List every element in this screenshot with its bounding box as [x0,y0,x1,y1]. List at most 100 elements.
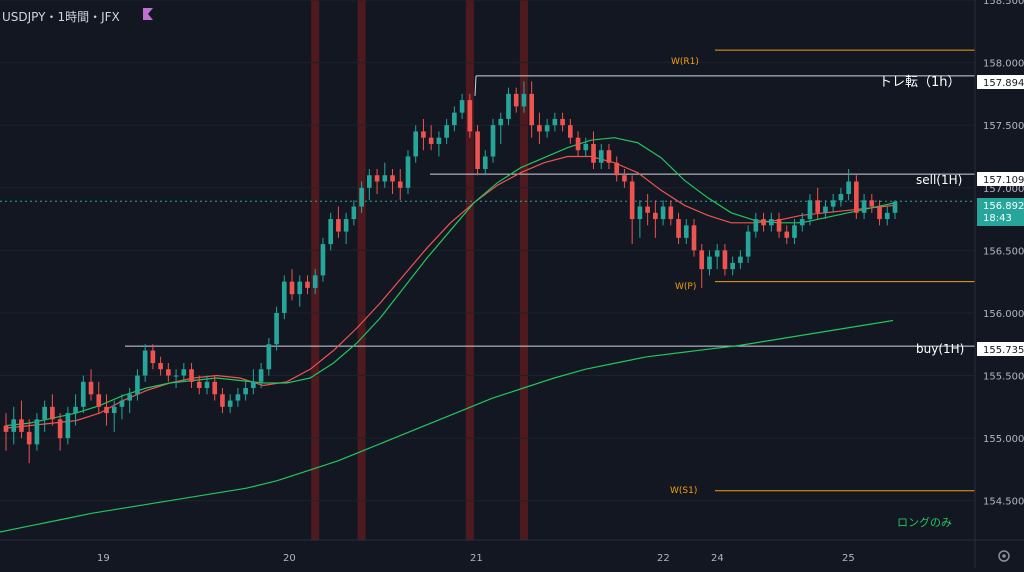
price-axis[interactable]: 158.500 158.000 157.500 157.000 156.500 156.0… [974,0,1024,568]
candle [34,413,40,451]
candle [544,118,550,138]
trend-price-tag-bg [977,75,1024,89]
candle [243,381,248,401]
candle-body [166,369,171,376]
candle-body [738,256,743,263]
candle [799,212,805,232]
candle-body [119,400,125,407]
candle-body [57,419,63,439]
candle-body [312,275,318,288]
candle [768,212,774,232]
last-price-value: 156.892 [983,201,1024,212]
candle [50,394,55,426]
candle-body [830,200,836,207]
candle [606,143,612,169]
candle-body [490,125,496,157]
candle [305,275,310,295]
price-tick-label: 157.000 [983,184,1024,195]
candle [359,181,364,213]
candle [88,369,94,401]
candle [645,194,650,226]
candle-body [838,194,844,201]
candle [823,200,828,220]
candle-body [3,425,9,432]
candle-body [606,150,612,163]
candle-body [135,375,140,395]
candle [428,125,434,151]
candle [189,363,194,389]
candle [513,87,519,113]
candle [127,388,133,414]
trend-price-tag: 157.894 [983,78,1024,89]
candle-body [699,250,705,270]
candle [784,225,790,245]
long-only-note: ロングのみ [897,515,952,529]
candle [467,93,473,138]
price-tick-label: 157.500 [983,121,1024,132]
candle-body [691,225,697,251]
time-tick-label: 24 [711,553,724,564]
candle [521,81,527,113]
candle [637,200,643,238]
moving-averages [0,137,896,533]
price-tick-label: 158.000 [983,59,1024,70]
flag-icon[interactable] [143,8,153,20]
candle-body [753,219,759,232]
candle [722,244,728,276]
candle-body [544,125,550,132]
candle [204,375,210,395]
candle-body [676,219,681,238]
price-tick-label: 154.500 [983,497,1024,508]
candle [838,187,844,207]
candle-body [181,369,187,376]
candle-body [761,219,766,226]
candle-body [359,187,364,207]
candle [73,394,78,426]
candle [19,400,24,439]
candle-body [436,137,442,144]
candle [26,419,32,464]
trend-reversal-label: トレ転（1h） [879,75,961,90]
candle [181,363,187,382]
candle [591,131,596,169]
buy-level-label: buy(1H) [916,342,964,356]
candle [846,168,851,201]
candle [738,250,743,270]
candle [397,168,403,201]
candle-body [65,413,71,439]
candle [328,212,333,251]
candle-body [792,225,797,238]
candle-body [807,200,813,220]
candle-body [343,219,349,232]
buy-price-tag-bg [977,342,1024,356]
candle-body [42,406,47,420]
session-highlight-bar [519,0,528,540]
time-axis[interactable]: 19 20 21 22 24 25 [97,553,855,564]
candle [158,356,163,376]
candle-body [730,262,735,270]
candle [668,200,674,226]
candles [3,81,898,464]
candle-body [397,181,403,188]
candle [490,118,496,163]
candle [111,400,117,432]
candle [475,125,480,176]
candle [537,112,542,144]
candle [482,150,488,176]
candle [297,275,303,307]
candle-body [173,375,179,377]
candle-body [529,93,534,126]
candle-body [374,175,380,182]
candle [104,394,109,426]
candle-body [877,206,882,220]
candle-body [212,381,218,395]
session-highlight-bar [465,0,474,540]
settings-icon[interactable] [998,550,1010,562]
candle-body [884,212,890,220]
candle [807,194,813,226]
candle-body [799,219,805,226]
candle [65,406,71,445]
candle-body [96,394,102,407]
